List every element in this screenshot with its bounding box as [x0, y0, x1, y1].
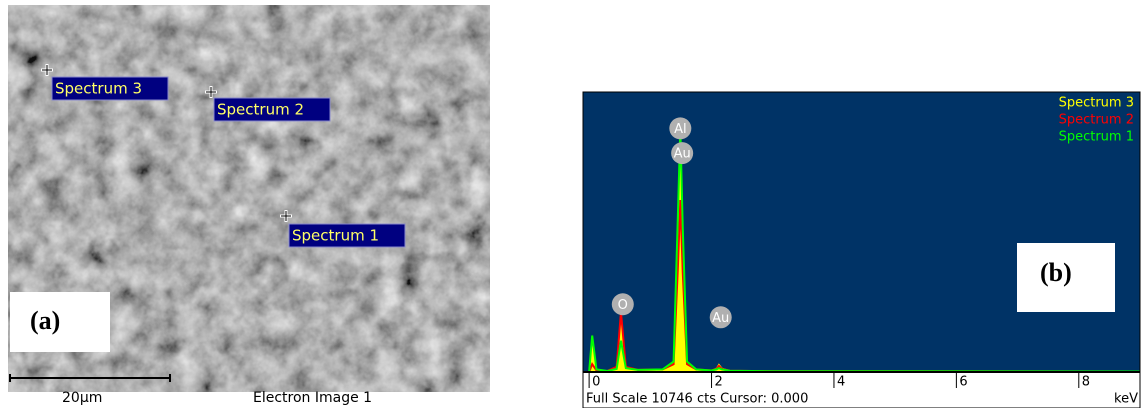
- peak-label: Al: [674, 122, 687, 137]
- peak-label: Au: [712, 311, 729, 326]
- peak-label: Au: [674, 147, 691, 162]
- marker-label: Spectrum 3: [55, 80, 142, 98]
- panel-label: (a): [30, 306, 60, 335]
- spectrum-panel: Spectrum 3 Spectrum 2 Spectrum 1 Al Au O Au (b)…: [583, 92, 1140, 408]
- figure: (a) Spectrum 3Spectrum 2Spectrum 1 20µm …: [0, 0, 1143, 408]
- legend-entry: Spectrum 2: [1059, 113, 1134, 128]
- marker-label: Spectrum 2: [217, 101, 304, 119]
- x-tick-label: 2: [715, 375, 723, 390]
- image-caption: Electron Image 1: [253, 390, 372, 406]
- x-tick-label: 0: [592, 375, 600, 390]
- plot-background: [583, 92, 1140, 372]
- x-unit: keV: [1114, 392, 1138, 407]
- footer: Full Scale 10746 cts Cursor: 0.000: [586, 392, 808, 407]
- marker-label: Spectrum 1: [292, 227, 379, 245]
- x-tick-label: 4: [837, 375, 845, 390]
- x-tick-label: 8: [1082, 375, 1090, 390]
- legend-entry: Spectrum 3: [1059, 96, 1134, 111]
- legend-entry: Spectrum 1: [1059, 130, 1134, 145]
- peak-label: O: [618, 298, 628, 313]
- scale-bar-label: 20µm: [62, 390, 102, 406]
- x-tick-label: 6: [959, 375, 967, 390]
- panel-label: (b): [1040, 258, 1072, 287]
